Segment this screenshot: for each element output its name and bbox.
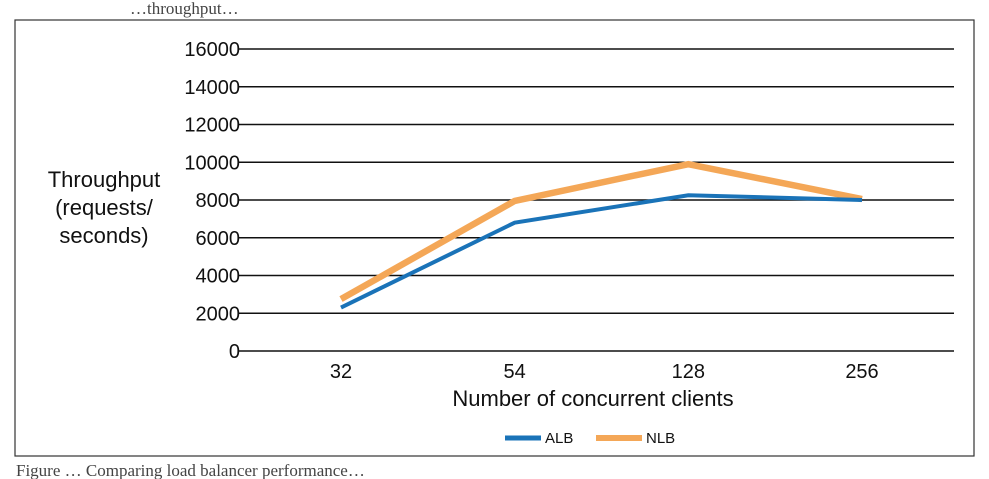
series-line-alb xyxy=(340,193,863,310)
y-axis-ticks: 0 2000 4000 6000 8000 10000 12000 14000 16000 xyxy=(184,39,240,363)
legend: ALB NLB xyxy=(505,430,675,447)
y-tick-label: 12000 xyxy=(184,115,240,137)
y-tick-label: 0 xyxy=(229,341,240,363)
y-tick-label: 16000 xyxy=(184,39,240,61)
legend-label-alb: ALB xyxy=(545,430,573,447)
gridlines xyxy=(238,48,954,352)
y-axis-title-line-2: (requests/ xyxy=(55,195,154,220)
x-tick-label: 256 xyxy=(845,361,878,383)
caption-top: …throughput… xyxy=(130,0,239,18)
series-lines xyxy=(339,160,863,310)
y-axis-title-line-1: Throughput xyxy=(48,167,161,192)
y-tick-label: 4000 xyxy=(196,266,241,288)
legend-label-nlb: NLB xyxy=(646,430,675,447)
y-tick-label: 2000 xyxy=(196,303,241,325)
y-tick-label: 8000 xyxy=(196,190,241,212)
x-axis-title: Number of concurrent clients xyxy=(452,386,733,411)
x-axis-ticks: 32 54 128 256 xyxy=(330,361,879,383)
y-tick-label: 10000 xyxy=(184,152,240,174)
y-tick-label: 14000 xyxy=(184,77,240,99)
y-axis-title: Throughput (requests/ seconds) xyxy=(48,167,161,248)
figure-caption: Figure … Comparing load balancer perform… xyxy=(16,461,365,479)
y-axis-title-line-3: seconds) xyxy=(59,223,148,248)
series-line-nlb xyxy=(339,160,863,302)
x-tick-label: 54 xyxy=(504,361,526,383)
x-tick-label: 128 xyxy=(672,361,705,383)
y-tick-label: 6000 xyxy=(196,228,241,250)
x-tick-label: 32 xyxy=(330,361,352,383)
